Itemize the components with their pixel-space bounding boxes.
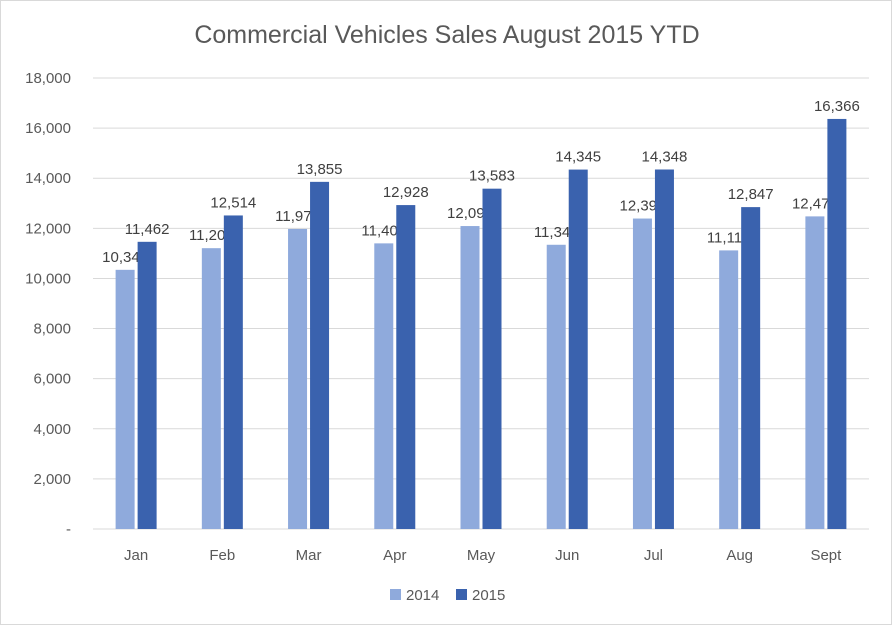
y-tick-label: 14,000	[25, 170, 71, 187]
bar-2015-mar	[310, 181, 330, 529]
y-tick-label: 18,000	[25, 70, 71, 87]
data-label: 13,855	[297, 161, 343, 178]
data-label: 10,344	[102, 249, 148, 266]
bar-2015-feb	[223, 215, 243, 529]
bar-2015-apr	[396, 205, 416, 529]
data-label: 11,119	[707, 229, 751, 246]
bar-2014-mar	[288, 228, 308, 529]
legend-swatch-2015	[456, 589, 467, 600]
x-tick-label: May	[467, 547, 496, 564]
x-tick-label: Apr	[383, 547, 406, 564]
data-label: 12,477	[792, 195, 838, 212]
data-label: 14,345	[555, 149, 601, 166]
x-tick-label: Mar	[296, 547, 322, 564]
bar-2014-feb	[201, 248, 221, 529]
y-tick-label: 2,000	[33, 471, 71, 488]
data-label: 11,344	[534, 224, 579, 241]
data-label: 12,091	[447, 205, 493, 222]
bar-2014-may	[460, 226, 480, 529]
bar-2014-jul	[632, 218, 652, 529]
data-label: 14,348	[641, 149, 687, 166]
data-label: 12,928	[383, 184, 429, 201]
y-tick-label: 6,000	[33, 371, 71, 388]
data-label: 11,975	[275, 208, 320, 225]
bar-2015-may	[482, 188, 502, 529]
y-tick-label: 4,000	[33, 421, 71, 438]
x-tick-label: Feb	[209, 547, 235, 564]
data-label: 11,462	[125, 221, 170, 238]
bar-2015-sept	[827, 118, 847, 529]
data-label: 16,366	[814, 98, 860, 115]
legend-swatch-2014	[390, 589, 401, 600]
bar-2015-jun	[568, 169, 588, 529]
y-tick-label: 10,000	[25, 270, 71, 287]
bar-2014-jan	[115, 269, 135, 529]
x-tick-label: Jul	[644, 547, 663, 564]
bar-2014-aug	[719, 250, 739, 529]
bar-2014-sept	[805, 216, 825, 529]
y-tick-label: 12,000	[25, 220, 71, 237]
legend-label: 2015	[472, 587, 505, 604]
y-tick-label: 8,000	[33, 321, 71, 338]
data-label: 12,847	[728, 186, 774, 203]
y-tick-label: 16,000	[25, 120, 71, 137]
data-label: 13,583	[469, 168, 515, 185]
chart-title: Commercial Vehicles Sales August 2015 YT…	[194, 21, 700, 49]
bar-2015-jan	[137, 241, 157, 529]
x-tick-label: Jan	[124, 547, 148, 564]
bar-2015-jul	[654, 169, 674, 530]
bar-2014-apr	[374, 243, 394, 529]
data-label: 11,400	[361, 222, 406, 239]
x-tick-label: Jun	[555, 547, 579, 564]
y-tick-label: -	[66, 521, 71, 538]
bar-2015-aug	[741, 207, 761, 530]
x-tick-label: Aug	[726, 547, 753, 564]
data-label: 12,391	[619, 198, 665, 215]
bar-2014-jun	[546, 244, 566, 529]
data-label: 12,514	[210, 194, 256, 211]
data-label: 11,208	[189, 227, 234, 244]
x-tick-label: Sept	[810, 547, 842, 564]
legend-label: 2014	[406, 587, 439, 604]
